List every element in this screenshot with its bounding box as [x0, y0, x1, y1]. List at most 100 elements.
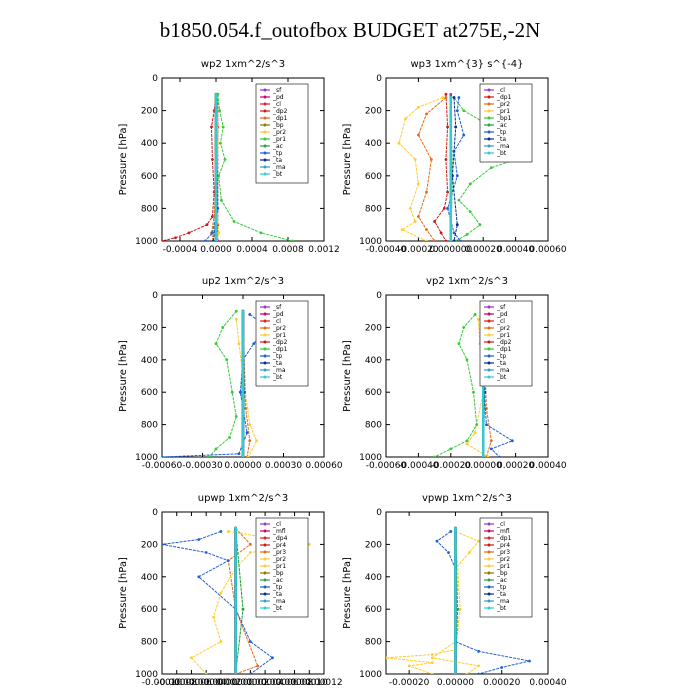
- data-point-dp1: [446, 190, 449, 194]
- legend-label: _ta: [272, 157, 282, 164]
- series-group: [162, 92, 294, 241]
- y-tick-label: 1000: [359, 670, 382, 680]
- legend-label: _ma: [272, 164, 286, 171]
- data-point-pr2: [248, 551, 252, 554]
- y-tick-label: 0: [376, 508, 382, 518]
- legend-label: _tp: [272, 584, 282, 591]
- data-point-pr1: [404, 117, 407, 121]
- legend-marker: [487, 116, 491, 120]
- data-point-pr1: [425, 239, 428, 241]
- legend-marker: [487, 571, 491, 575]
- legend-label: _ta: [496, 591, 506, 598]
- x-tick-label: 0.0004: [236, 245, 268, 255]
- legend-label: _ma: [272, 367, 286, 374]
- series-group: [386, 526, 531, 674]
- legend-marker: [263, 95, 267, 99]
- legend-label: _dp1: [272, 115, 288, 122]
- legend-marker: [263, 123, 267, 127]
- data-point-pr1: [219, 141, 222, 145]
- legend-marker: [487, 592, 491, 596]
- legend-marker: [487, 543, 491, 547]
- legend-label: _bt: [272, 374, 283, 381]
- legend-marker: [487, 319, 491, 323]
- legend-marker: [263, 340, 267, 344]
- legend-marker: [263, 326, 267, 330]
- legend-label: _dp1: [272, 346, 288, 353]
- x-tick-label: 0.00020: [483, 678, 520, 688]
- series-line-ta: [451, 97, 458, 241]
- data-point-pr1: [400, 228, 404, 231]
- y-tick-label: 600: [141, 605, 158, 615]
- y-axis-label: Pressure [hPa]: [342, 557, 353, 629]
- data-point-bp1: [468, 182, 472, 186]
- x-tick-label: 0.00030: [265, 461, 302, 471]
- panel-6: vpwp 1xm^2/s^3 Pressure [hPa] 0 200 400 600 80…: [342, 493, 567, 688]
- data-point-dp2: [187, 231, 191, 235]
- legend-label: _bp: [272, 122, 284, 129]
- x-tick-label: 0.00000: [224, 461, 261, 471]
- data-point-dp1: [446, 125, 449, 129]
- data-point-pr1: [413, 158, 417, 161]
- series-line-dp2: [162, 94, 217, 241]
- data-point-pr1: [223, 158, 227, 161]
- panel-title: vpwp 1xm^2/s^3: [422, 493, 512, 504]
- legend-marker: [487, 333, 491, 337]
- data-point-pr1: [486, 455, 490, 457]
- legend-label: _tp: [496, 353, 506, 360]
- data-point-tp: [203, 239, 207, 241]
- data-point-pr2: [489, 439, 493, 443]
- data-point-tp: [197, 538, 201, 541]
- y-axis-label: Pressure [hPa]: [118, 557, 129, 629]
- figure-title: b1850.054.f_outofbox BUDGET at275E,-2N: [159, 18, 541, 42]
- y-tick-label: 200: [141, 540, 158, 550]
- legend-label: _ac: [272, 143, 283, 150]
- data-point-tp: [252, 342, 256, 345]
- legend-label: _tp: [496, 129, 506, 136]
- data-point-pr1: [477, 539, 480, 543]
- x-tick-label: -0.00030: [182, 461, 223, 471]
- x-tick-label: 0.00000: [437, 678, 474, 688]
- x-tick-label: -0.00010: [142, 678, 183, 688]
- data-point-pr1: [291, 239, 294, 241]
- legend-label: _pr1: [272, 136, 286, 143]
- data-point-tp: [462, 133, 466, 137]
- data-point-tp: [204, 551, 208, 554]
- legend-marker: [487, 375, 491, 379]
- legend-marker: [263, 109, 267, 113]
- y-tick-label: 0: [376, 74, 382, 84]
- data-point-pr1: [413, 220, 417, 223]
- legend-label: _ma: [496, 143, 510, 150]
- data-point-dp1: [472, 390, 475, 394]
- panel-2: wp3 1xm^{3} s^{-4} Pressure [hPa] 0 200 400 6…: [342, 59, 567, 255]
- data-point-tp: [477, 649, 480, 653]
- data-point-tp: [455, 109, 459, 112]
- data-point-bt: [214, 92, 218, 96]
- data-point-pr2: [226, 530, 230, 533]
- legend-marker: [263, 529, 267, 533]
- data-point-pr2: [433, 239, 436, 241]
- legend-label: _bp1: [496, 115, 512, 122]
- x-tick-label: -0.00008: [156, 678, 197, 688]
- legend-marker: [263, 354, 267, 358]
- data-point-pr2: [429, 158, 433, 161]
- plot-frame: [385, 77, 549, 242]
- panel-5: upwp 1xm^2/s^3 Pressure [hPa] 0 200 400 600 80…: [118, 493, 343, 688]
- data-point-pr1: [417, 182, 420, 186]
- legend-marker: [263, 571, 267, 575]
- legend-label: _tp: [272, 353, 282, 360]
- legend-label: _bt: [496, 374, 507, 381]
- data-point-bp1: [468, 210, 472, 214]
- legend-label: _pr1: [272, 332, 286, 339]
- y-tick-label: 400: [141, 139, 158, 149]
- data-point-dp1: [465, 439, 469, 443]
- y-tick-label: 600: [365, 388, 382, 398]
- data-point-pr3: [256, 664, 260, 668]
- y-tick-label: 600: [365, 605, 382, 615]
- data-point-dp2: [211, 158, 214, 161]
- x-tick-label: 0.00060: [529, 245, 566, 255]
- data-point-tp: [477, 672, 480, 674]
- data-point-pr1: [467, 551, 471, 554]
- legend-label: _ac: [272, 577, 283, 584]
- data-point-bp1: [462, 109, 466, 112]
- legend-marker: [487, 109, 491, 113]
